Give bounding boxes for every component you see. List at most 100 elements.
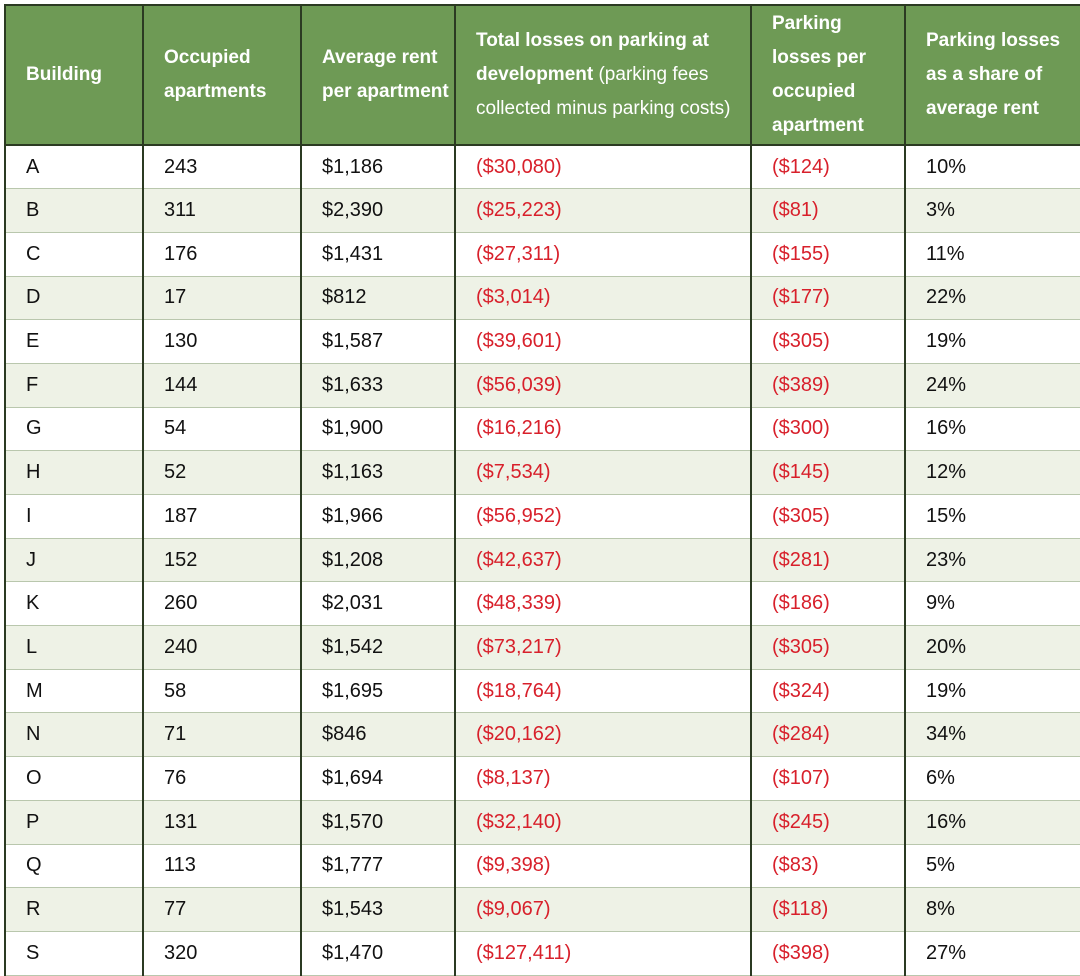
table-row: P 131 $1,570 ($32,140) ($245) 16% bbox=[4, 800, 1080, 845]
cell-losses-per-apartment: ($155) bbox=[750, 232, 906, 277]
table-row: E 130 $1,587 ($39,601) ($305) 19% bbox=[4, 319, 1080, 364]
cell-total-losses: ($56,952) bbox=[454, 494, 752, 539]
table-row: I 187 $1,966 ($56,952) ($305) 15% bbox=[4, 494, 1080, 539]
cell-occupied-apartments: 113 bbox=[142, 844, 302, 889]
cell-building: F bbox=[4, 363, 144, 408]
cell-losses-per-apartment: ($83) bbox=[750, 844, 906, 889]
cell-losses-share: 20% bbox=[904, 625, 1080, 670]
cell-building: O bbox=[4, 756, 144, 801]
cell-average-rent: $1,542 bbox=[300, 625, 456, 670]
cell-losses-per-apartment: ($300) bbox=[750, 407, 906, 452]
cell-occupied-apartments: 144 bbox=[142, 363, 302, 408]
cell-losses-per-apartment: ($389) bbox=[750, 363, 906, 408]
cell-average-rent: $1,543 bbox=[300, 887, 456, 932]
parking-losses-table: Building Occupied apartments Average ren… bbox=[4, 4, 1080, 976]
cell-losses-share: 23% bbox=[904, 538, 1080, 583]
cell-occupied-apartments: 52 bbox=[142, 450, 302, 495]
cell-occupied-apartments: 54 bbox=[142, 407, 302, 452]
header-building: Building bbox=[4, 4, 144, 146]
cell-total-losses: ($7,534) bbox=[454, 450, 752, 495]
cell-average-rent: $1,431 bbox=[300, 232, 456, 277]
cell-total-losses: ($127,411) bbox=[454, 931, 752, 976]
cell-losses-per-apartment: ($177) bbox=[750, 276, 906, 321]
cell-losses-share: 6% bbox=[904, 756, 1080, 801]
cell-total-losses: ($30,080) bbox=[454, 145, 752, 190]
table-row: H 52 $1,163 ($7,534) ($145) 12% bbox=[4, 450, 1080, 495]
cell-building: C bbox=[4, 232, 144, 277]
cell-losses-per-apartment: ($245) bbox=[750, 800, 906, 845]
header-occupied-apartments: Occupied apartments bbox=[142, 4, 302, 146]
cell-building: B bbox=[4, 188, 144, 233]
cell-losses-share: 9% bbox=[904, 581, 1080, 627]
cell-losses-per-apartment: ($305) bbox=[750, 494, 906, 539]
table-row: G 54 $1,900 ($16,216) ($300) 16% bbox=[4, 407, 1080, 452]
table-row: M 58 $1,695 ($18,764) ($324) 19% bbox=[4, 669, 1080, 714]
cell-building: D bbox=[4, 276, 144, 321]
cell-losses-share: 19% bbox=[904, 319, 1080, 364]
cell-losses-share: 19% bbox=[904, 669, 1080, 714]
cell-losses-per-apartment: ($281) bbox=[750, 538, 906, 583]
cell-building: S bbox=[4, 931, 144, 976]
cell-average-rent: $1,208 bbox=[300, 538, 456, 583]
cell-occupied-apartments: 130 bbox=[142, 319, 302, 364]
cell-average-rent: $1,186 bbox=[300, 145, 456, 190]
cell-occupied-apartments: 76 bbox=[142, 756, 302, 801]
cell-losses-share: 5% bbox=[904, 844, 1080, 889]
cell-losses-per-apartment: ($81) bbox=[750, 188, 906, 233]
cell-occupied-apartments: 260 bbox=[142, 581, 302, 627]
cell-losses-per-apartment: ($284) bbox=[750, 712, 906, 758]
header-losses-share: Parking losses as a share of average ren… bbox=[904, 4, 1080, 146]
cell-losses-share: 11% bbox=[904, 232, 1080, 277]
cell-building: A bbox=[4, 145, 144, 190]
header-total-losses-bold: Total losses on parking at development bbox=[476, 30, 709, 85]
table-row: C 176 $1,431 ($27,311) ($155) 11% bbox=[4, 232, 1080, 277]
cell-building: H bbox=[4, 450, 144, 495]
cell-losses-share: 22% bbox=[904, 276, 1080, 321]
cell-average-rent: $1,777 bbox=[300, 844, 456, 889]
cell-losses-per-apartment: ($305) bbox=[750, 625, 906, 670]
cell-building: N bbox=[4, 712, 144, 758]
table-row: O 76 $1,694 ($8,137) ($107) 6% bbox=[4, 756, 1080, 801]
cell-occupied-apartments: 240 bbox=[142, 625, 302, 670]
cell-average-rent: $1,694 bbox=[300, 756, 456, 801]
cell-building: M bbox=[4, 669, 144, 714]
cell-total-losses: ($8,137) bbox=[454, 756, 752, 801]
cell-building: J bbox=[4, 538, 144, 583]
header-total-losses-note: (parking fees collected minus parking co… bbox=[476, 64, 731, 119]
header-total-losses: Total losses on parking at development (… bbox=[454, 4, 752, 146]
cell-average-rent: $1,633 bbox=[300, 363, 456, 408]
cell-building: P bbox=[4, 800, 144, 845]
cell-losses-share: 24% bbox=[904, 363, 1080, 408]
cell-losses-share: 27% bbox=[904, 931, 1080, 976]
cell-building: L bbox=[4, 625, 144, 670]
cell-losses-share: 8% bbox=[904, 887, 1080, 932]
header-average-rent: Average rent per apartment bbox=[300, 4, 456, 146]
cell-losses-per-apartment: ($324) bbox=[750, 669, 906, 714]
table-row: S 320 $1,470 ($127,411) ($398) 27% bbox=[4, 931, 1080, 976]
cell-total-losses: ($18,764) bbox=[454, 669, 752, 714]
cell-average-rent: $1,570 bbox=[300, 800, 456, 845]
cell-losses-per-apartment: ($118) bbox=[750, 887, 906, 932]
table-row: R 77 $1,543 ($9,067) ($118) 8% bbox=[4, 887, 1080, 932]
cell-building: G bbox=[4, 407, 144, 452]
table-body: A 243 $1,186 ($30,080) ($124) 10% B 311 $2,390 ($… bbox=[4, 145, 1080, 976]
table-row: A 243 $1,186 ($30,080) ($124) 10% bbox=[4, 145, 1080, 190]
cell-occupied-apartments: 187 bbox=[142, 494, 302, 539]
cell-occupied-apartments: 320 bbox=[142, 931, 302, 976]
cell-losses-share: 10% bbox=[904, 145, 1080, 190]
cell-losses-per-apartment: ($124) bbox=[750, 145, 906, 190]
cell-occupied-apartments: 311 bbox=[142, 188, 302, 233]
table-row: J 152 $1,208 ($42,637) ($281) 23% bbox=[4, 538, 1080, 583]
cell-total-losses: ($32,140) bbox=[454, 800, 752, 845]
cell-total-losses: ($25,223) bbox=[454, 188, 752, 233]
cell-occupied-apartments: 152 bbox=[142, 538, 302, 583]
cell-losses-share: 15% bbox=[904, 494, 1080, 539]
cell-total-losses: ($9,067) bbox=[454, 887, 752, 932]
cell-average-rent: $1,966 bbox=[300, 494, 456, 539]
cell-losses-share: 34% bbox=[904, 712, 1080, 758]
cell-losses-share: 16% bbox=[904, 800, 1080, 845]
cell-building: R bbox=[4, 887, 144, 932]
cell-total-losses: ($73,217) bbox=[454, 625, 752, 670]
header-row: Building Occupied apartments Average ren… bbox=[4, 4, 1080, 146]
cell-average-rent: $846 bbox=[300, 712, 456, 758]
